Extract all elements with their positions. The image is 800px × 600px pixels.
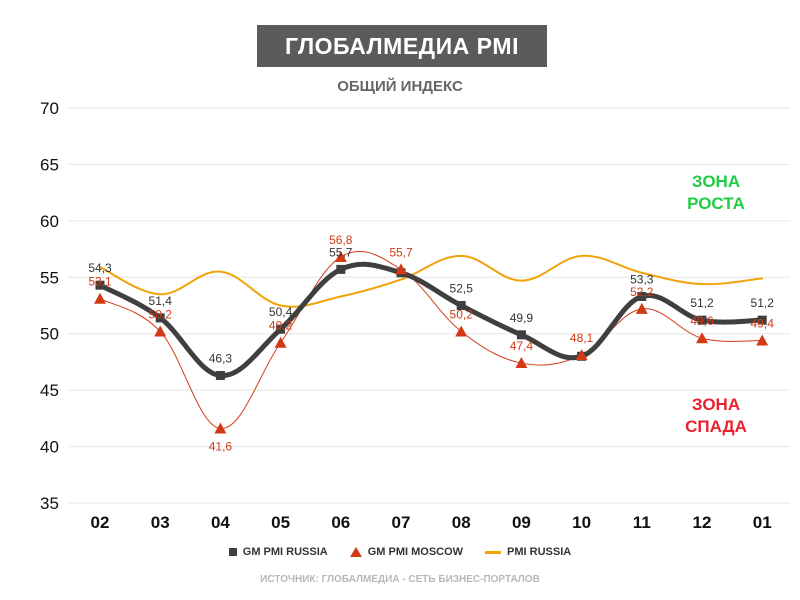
x-tick-label: 01 (753, 513, 772, 532)
data-point-gm-pmi-russia (697, 315, 707, 325)
y-tick-label: 65 (40, 155, 59, 174)
data-point-gm-pmi-russia (516, 330, 526, 340)
legend-item-gm-pmi-russia: GM PMI RUSSIA (228, 546, 328, 558)
data-label-gm-pmi-moscow: 49,2 (269, 319, 293, 333)
x-tick-label: 08 (452, 513, 471, 532)
legend-label: GM PMI RUSSIA (242, 546, 328, 558)
y-tick-label: 45 (40, 381, 59, 400)
data-point-gm-pmi-russia (276, 324, 286, 334)
data-point-gm-pmi-moscow (696, 332, 708, 344)
data-point-gm-pmi-moscow (274, 336, 287, 348)
data-point-gm-pmi-moscow (455, 325, 468, 337)
y-tick-label: 50 (40, 325, 59, 344)
legend-item-gm-pmi-moscow: GM PMI MOSCOW (349, 546, 464, 558)
data-label-gm-pmi-moscow: 41,6 (209, 440, 233, 454)
y-tick-label: 60 (40, 212, 59, 231)
chart-legend: GM PMI RUSSIA GM PMI MOSCOW PMI RUSSIA (0, 546, 800, 558)
source-note: ИСТОЧНИК: ГЛОБАЛМЕДИА - СЕТЬ БИЗНЕС-ПОРТ… (260, 574, 540, 585)
y-tick-label: 40 (40, 438, 59, 457)
data-label-gm-pmi-russia: 51,2 (751, 296, 775, 310)
data-point-gm-pmi-russia (456, 301, 466, 310)
data-point-gm-pmi-moscow (334, 250, 347, 262)
data-label-gm-pmi-russia: 53,3 (630, 272, 654, 286)
data-label-gm-pmi-moscow: 52,2 (630, 285, 654, 299)
data-label-gm-pmi-moscow: 50,2 (149, 307, 173, 321)
data-point-gm-pmi-russia (637, 291, 647, 301)
data-point-gm-pmi-russia (336, 264, 346, 274)
x-tick-label: 11 (633, 513, 651, 532)
data-point-gm-pmi-moscow (635, 302, 648, 314)
annotation-decline-zone: ЗОНА (692, 395, 740, 414)
data-label-gm-pmi-moscow: 53,1 (88, 275, 112, 289)
data-label-gm-pmi-moscow: 55,7 (389, 245, 413, 259)
data-label-gm-pmi-moscow: 49,6 (690, 314, 714, 328)
x-tick-label: 07 (392, 513, 411, 532)
annotation-growth-zone: РОСТА (687, 194, 745, 213)
data-label-gm-pmi-russia: 51,4 (149, 294, 173, 308)
legend-label: GM PMI MOSCOW (367, 546, 464, 558)
annotation-growth-zone: ЗОНА (692, 172, 740, 191)
data-point-gm-pmi-russia (155, 313, 165, 323)
data-point-gm-pmi-moscow (94, 292, 106, 304)
data-label-gm-pmi-russia: 52,5 (450, 282, 474, 296)
y-tick-label: 55 (40, 268, 59, 287)
x-tick-label: 05 (271, 513, 290, 532)
legend-label: PMI RUSSIA (507, 546, 572, 558)
data-point-gm-pmi-moscow (395, 263, 407, 275)
legend-item-pmi-russia: PMI RUSSIA (485, 546, 571, 558)
data-label-gm-pmi-russia: 49,9 (510, 311, 534, 325)
data-label-gm-pmi-russia: 51,2 (690, 296, 714, 310)
x-tick-label: 03 (151, 513, 170, 532)
data-point-gm-pmi-russia (95, 280, 105, 290)
x-tick-label: 10 (572, 513, 591, 532)
x-tick-label: 06 (331, 513, 350, 532)
x-tick-label: 04 (211, 513, 230, 532)
line-chart: 35 40 45 50 55 60 65 70 02 03 04 05 06 07 08 09 10 11 12 0… (40, 99, 790, 532)
x-tick-label: 02 (91, 513, 110, 532)
chart-title: ГЛОБАЛМЕДИА PMI (257, 25, 547, 67)
square-marker-icon (228, 548, 237, 556)
series-line-gm-pmi-russia (97, 261, 765, 378)
y-tick-label: 35 (40, 494, 59, 513)
line-marker-icon (485, 550, 502, 554)
x-tick-label: 09 (512, 513, 531, 532)
x-tick-label: 12 (693, 513, 712, 532)
data-point-gm-pmi-moscow (756, 334, 769, 346)
data-label-gm-pmi-moscow: 48,1 (570, 331, 594, 345)
data-point-gm-pmi-moscow (214, 422, 227, 434)
data-point-gm-pmi-moscow (154, 325, 167, 337)
data-label-gm-pmi-moscow: 56,8 (329, 233, 353, 247)
data-label-gm-pmi-moscow: 49,4 (751, 316, 775, 330)
data-label-gm-pmi-russia: 55,7 (329, 245, 353, 259)
data-label-gm-pmi-russia: 46,3 (209, 351, 233, 365)
series-line-pmi-russia (99, 254, 764, 308)
data-label-gm-pmi-moscow: 50,2 (450, 307, 474, 321)
data-point-gm-pmi-russia (757, 315, 767, 325)
y-tick-label: 70 (40, 99, 59, 118)
data-label-gm-pmi-moscow: 47,4 (510, 339, 534, 353)
triangle-marker-icon (349, 547, 362, 557)
annotation-decline-zone: СПАДА (685, 417, 747, 436)
chart-subtitle: ОБЩИЙ ИНДЕКС (337, 78, 463, 95)
data-point-gm-pmi-moscow (575, 349, 588, 361)
data-point-gm-pmi-russia (215, 370, 225, 380)
data-point-gm-pmi-moscow (515, 357, 528, 369)
data-label-gm-pmi-russia: 54,3 (88, 261, 112, 275)
data-label-gm-pmi-russia: 50,4 (269, 305, 293, 319)
